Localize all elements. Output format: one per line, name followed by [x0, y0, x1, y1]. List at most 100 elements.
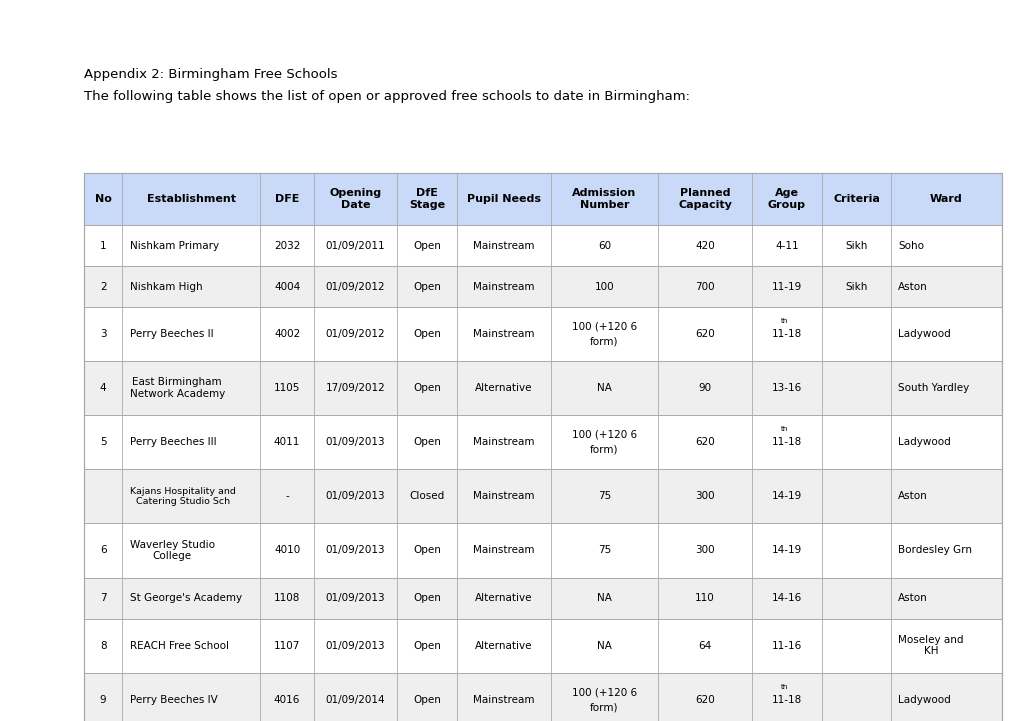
Text: 11-18: 11-18: [771, 695, 801, 704]
Text: 11-18: 11-18: [771, 329, 801, 339]
Text: REACH Free School: REACH Free School: [129, 641, 228, 650]
Text: Open: Open: [413, 241, 440, 250]
Bar: [84, 361, 1001, 415]
Text: 14-19: 14-19: [771, 546, 801, 555]
Text: 4002: 4002: [274, 329, 300, 339]
Text: 4010: 4010: [274, 546, 300, 555]
Text: 620: 620: [695, 695, 714, 704]
Text: Moseley and
KH: Moseley and KH: [898, 635, 963, 656]
Text: Open: Open: [413, 282, 440, 291]
Text: 620: 620: [695, 438, 714, 447]
Text: Open: Open: [413, 593, 440, 603]
Text: Open: Open: [413, 695, 440, 704]
Text: Alternative: Alternative: [475, 384, 532, 393]
Text: -: -: [285, 492, 288, 501]
Text: 90: 90: [698, 384, 711, 393]
Bar: [84, 673, 1001, 721]
Text: form): form): [590, 445, 619, 455]
Text: Aston: Aston: [898, 593, 927, 603]
Text: Open: Open: [413, 384, 440, 393]
Text: 4004: 4004: [274, 282, 300, 291]
Text: 2032: 2032: [274, 241, 300, 250]
Text: 620: 620: [695, 329, 714, 339]
Bar: [84, 469, 1001, 523]
Text: 5: 5: [100, 438, 106, 447]
Text: Mainstream: Mainstream: [473, 282, 534, 291]
Text: Appendix 2: Birmingham Free Schools: Appendix 2: Birmingham Free Schools: [84, 68, 337, 81]
Text: 01/09/2013: 01/09/2013: [325, 438, 385, 447]
Text: St George's Academy: St George's Academy: [129, 593, 242, 603]
Text: 1: 1: [100, 241, 106, 250]
Text: DFE: DFE: [274, 194, 299, 204]
Text: form): form): [590, 337, 619, 347]
Bar: [84, 173, 1001, 721]
Text: 75: 75: [597, 546, 610, 555]
Text: South Yardley: South Yardley: [898, 384, 969, 393]
Text: 4011: 4011: [274, 438, 300, 447]
Text: 11-16: 11-16: [771, 641, 801, 650]
Text: 8: 8: [100, 641, 106, 650]
Text: Open: Open: [413, 438, 440, 447]
Text: Planned
Capacity: Planned Capacity: [678, 188, 732, 210]
Text: 01/09/2012: 01/09/2012: [325, 329, 385, 339]
Text: 14-19: 14-19: [771, 492, 801, 501]
Text: 110: 110: [695, 593, 714, 603]
Text: 4016: 4016: [274, 695, 300, 704]
Text: 13-16: 13-16: [771, 384, 801, 393]
Text: Nishkam High: Nishkam High: [129, 282, 202, 291]
Text: Nishkam Primary: Nishkam Primary: [129, 241, 218, 250]
Text: 4: 4: [100, 384, 106, 393]
Text: 4-11: 4-11: [774, 241, 798, 250]
Text: Mainstream: Mainstream: [473, 695, 534, 704]
Bar: [84, 266, 1001, 307]
Text: Perry Beeches II: Perry Beeches II: [129, 329, 213, 339]
Text: 11-19: 11-19: [771, 282, 801, 291]
Text: Alternative: Alternative: [475, 641, 532, 650]
Text: 01/09/2013: 01/09/2013: [325, 593, 385, 603]
Text: Aston: Aston: [898, 282, 927, 291]
Text: 17/09/2012: 17/09/2012: [325, 384, 385, 393]
Text: Ward: Ward: [929, 194, 962, 204]
Text: Criteria: Criteria: [833, 194, 879, 204]
Text: Aston: Aston: [898, 492, 927, 501]
Text: Mainstream: Mainstream: [473, 492, 534, 501]
Text: Ladywood: Ladywood: [898, 438, 950, 447]
Text: Sikh: Sikh: [845, 282, 867, 291]
Text: 1105: 1105: [274, 384, 300, 393]
Text: Mainstream: Mainstream: [473, 546, 534, 555]
Text: 60: 60: [597, 241, 610, 250]
Text: th: th: [781, 684, 788, 690]
Bar: [84, 523, 1001, 578]
Text: 300: 300: [695, 492, 714, 501]
Text: East Birmingham
Network Academy: East Birmingham Network Academy: [129, 378, 224, 399]
Text: Closed: Closed: [409, 492, 444, 501]
Text: 01/09/2013: 01/09/2013: [325, 492, 385, 501]
Text: Admission
Number: Admission Number: [572, 188, 636, 210]
Text: th: th: [781, 426, 788, 433]
Text: form): form): [590, 702, 619, 712]
Text: 420: 420: [695, 241, 714, 250]
Text: 100 (+120 6: 100 (+120 6: [572, 322, 637, 332]
Text: Age
Group: Age Group: [767, 188, 805, 210]
Text: 14-16: 14-16: [771, 593, 801, 603]
Bar: [84, 578, 1001, 619]
Text: Bordesley Grn: Bordesley Grn: [898, 546, 971, 555]
Text: 01/09/2013: 01/09/2013: [325, 546, 385, 555]
Text: The following table shows the list of open or approved free schools to date in B: The following table shows the list of op…: [84, 90, 689, 103]
Text: Perry Beeches IV: Perry Beeches IV: [129, 695, 217, 704]
Text: th: th: [781, 318, 788, 324]
Text: Open: Open: [413, 641, 440, 650]
Text: 100 (+120 6: 100 (+120 6: [572, 430, 637, 440]
Text: 300: 300: [695, 546, 714, 555]
Text: 100: 100: [594, 282, 613, 291]
Text: Open: Open: [413, 546, 440, 555]
Text: 01/09/2011: 01/09/2011: [325, 241, 385, 250]
Text: 11-18: 11-18: [771, 438, 801, 447]
Text: Soho: Soho: [898, 241, 923, 250]
Bar: [84, 415, 1001, 469]
Text: NA: NA: [596, 384, 611, 393]
Text: 01/09/2012: 01/09/2012: [325, 282, 385, 291]
Text: 01/09/2013: 01/09/2013: [325, 641, 385, 650]
Bar: [84, 619, 1001, 673]
Text: Pupil Needs: Pupil Needs: [467, 194, 540, 204]
